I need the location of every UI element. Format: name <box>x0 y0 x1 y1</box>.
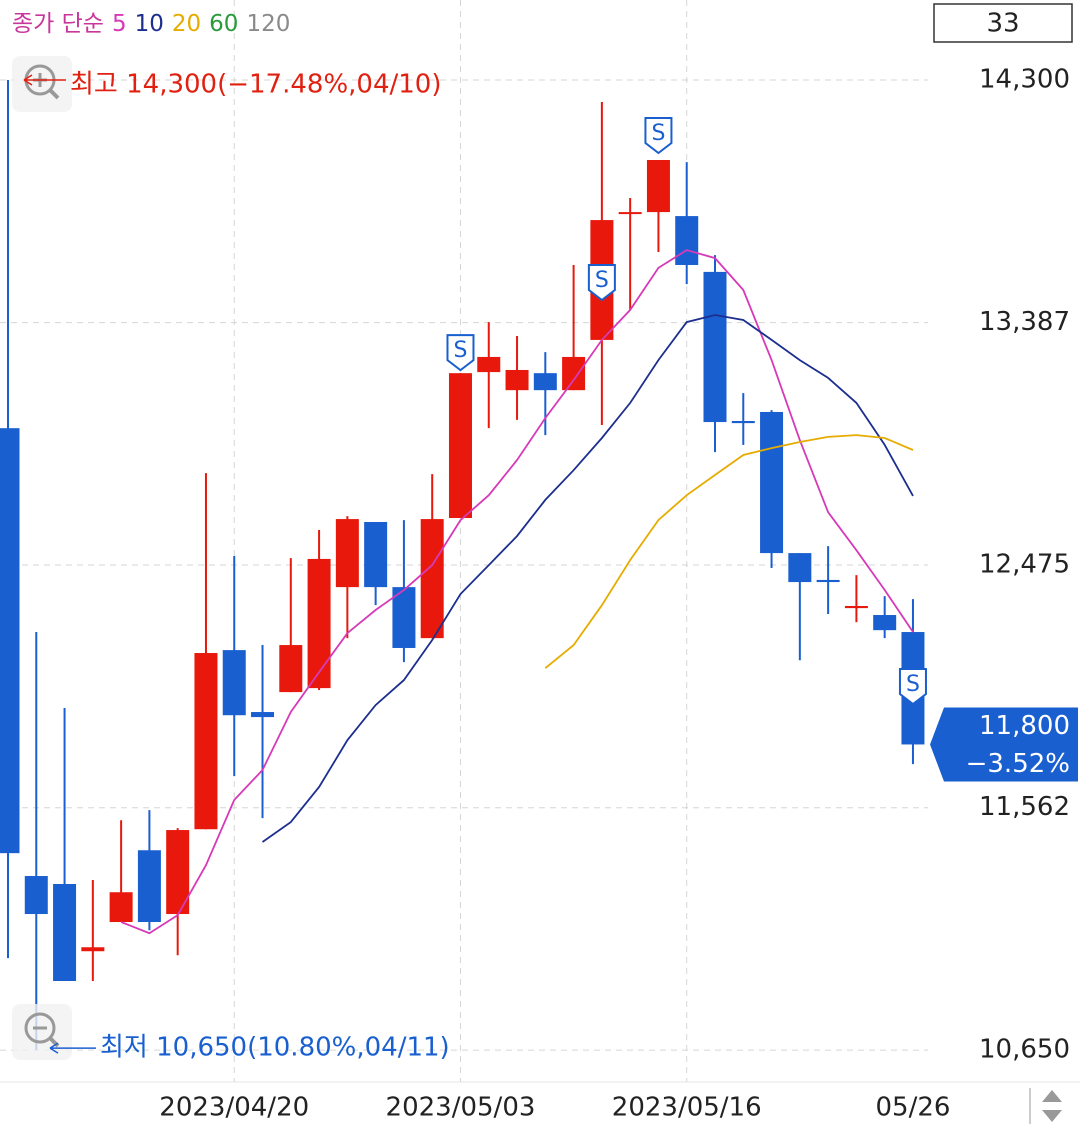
candle-body <box>533 373 557 391</box>
price-tag-value: 11,800 <box>979 711 1070 741</box>
candle-body <box>703 271 727 423</box>
candle-body <box>53 883 77 982</box>
candle-body <box>618 212 642 215</box>
zoom-in-bg[interactable] <box>12 56 72 112</box>
candle-body <box>137 850 161 922</box>
candle-body <box>24 876 48 915</box>
low-arrow <box>49 1042 96 1054</box>
signal-label: S <box>651 121 665 146</box>
legend: 종가 단순 5 10 20 60 120 <box>12 11 290 37</box>
candle-body <box>335 519 359 588</box>
candle-body <box>562 356 586 391</box>
count-box[interactable] <box>933 3 1073 43</box>
price-tag-change: −3.52% <box>966 749 1070 779</box>
price-tag <box>930 707 1078 782</box>
high-label: 최고 14,300(−17.48%,04/10) <box>70 70 441 100</box>
zoom-out-button[interactable] <box>12 1004 72 1060</box>
candle-body <box>816 579 840 583</box>
moving-average-line <box>120 249 914 935</box>
y-tick-label: 14,300 <box>979 65 1070 95</box>
scroll-down-icon[interactable] <box>1042 1110 1062 1122</box>
legend-item: 20 <box>172 11 201 37</box>
candle-body <box>760 411 784 554</box>
legend-item: 5 <box>112 11 127 37</box>
candle-body <box>81 947 105 952</box>
candle-body <box>448 373 472 519</box>
candle-body <box>364 521 388 588</box>
candle-body <box>392 587 416 648</box>
low-label: 최저 10,650(10.80%,04/11) <box>100 1033 450 1063</box>
x-tick-label: 05/26 <box>875 1093 950 1123</box>
high-arrow <box>23 74 66 86</box>
signal-marker <box>898 667 927 706</box>
moving-average-line <box>544 434 914 669</box>
signal-marker <box>446 334 475 372</box>
scroll-up-icon[interactable] <box>1042 1090 1062 1102</box>
candle-body <box>675 216 699 265</box>
moving-average-line <box>261 314 914 843</box>
candle-body <box>279 645 303 693</box>
zoom-out-bg[interactable] <box>12 1004 72 1060</box>
candle-body <box>194 653 218 830</box>
x-tick-label: 2023/04/20 <box>159 1093 309 1123</box>
signal-marker <box>587 263 616 302</box>
x-tick-label: 2023/05/16 <box>612 1093 762 1123</box>
candle-body <box>844 605 868 609</box>
candle-body <box>788 553 812 583</box>
zoom-in-handle <box>48 88 60 100</box>
scroll-button[interactable] <box>1042 1090 1062 1122</box>
legend-item: 10 <box>135 11 164 37</box>
candle-body <box>646 160 670 213</box>
candle-body <box>166 830 190 915</box>
candle-body <box>731 420 755 424</box>
signal-label: S <box>453 338 467 363</box>
candle-body <box>307 558 331 689</box>
legend-item: 120 <box>246 11 290 37</box>
plot: S S S S <box>0 80 927 1051</box>
x-tick-label: 2023/05/03 <box>386 1093 536 1123</box>
y-tick-label: 13,387 <box>979 307 1070 337</box>
signal-label: S <box>595 268 609 293</box>
candle-body <box>222 650 246 716</box>
candle-body <box>420 519 444 639</box>
candle-body <box>0 428 20 854</box>
y-tick-label: 12,475 <box>979 550 1070 580</box>
y-tick-label: 10,650 <box>979 1035 1070 1065</box>
candle-body <box>505 369 529 391</box>
candle-body <box>477 356 501 373</box>
candle-body <box>109 892 133 922</box>
candle-body <box>873 615 897 631</box>
signal-label: S <box>906 672 920 697</box>
annotations: 14,300 13,387 12,475 11,562 10,650 2023/04/20… <box>23 65 1078 1123</box>
signal-marker <box>644 117 673 155</box>
y-tick-label: 11,562 <box>979 792 1070 822</box>
legend-item: 60 <box>209 11 238 37</box>
zoom-in-button[interactable] <box>12 56 72 112</box>
candle-body <box>251 712 275 718</box>
visible-count: 33 <box>986 9 1019 39</box>
legend-title: 종가 단순 <box>12 11 104 37</box>
zoom-out-icon[interactable] <box>24 1012 56 1044</box>
